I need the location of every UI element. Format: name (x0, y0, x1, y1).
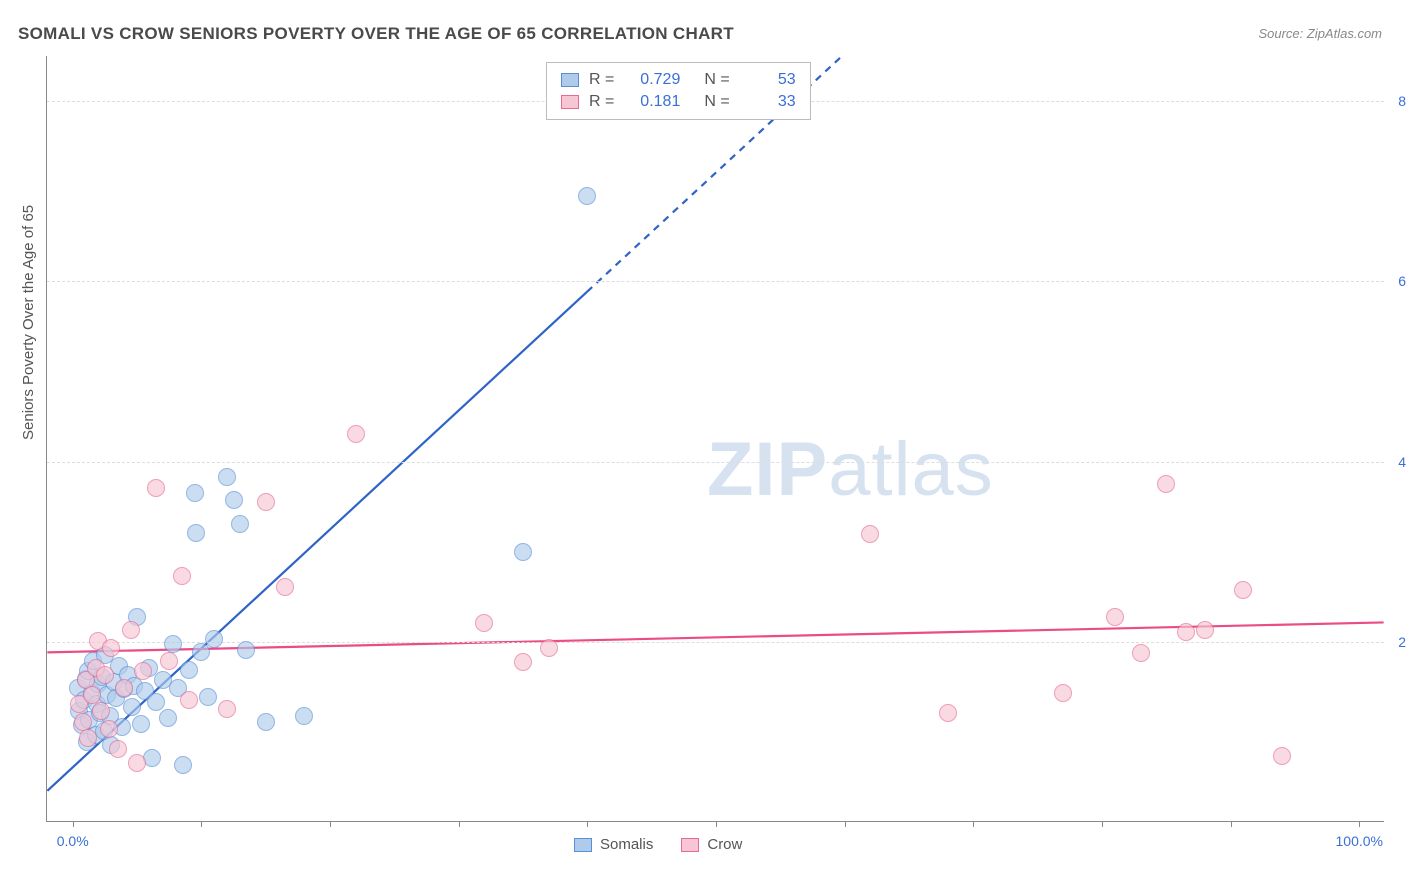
data-point (939, 704, 957, 722)
x-tick-mark (459, 821, 460, 827)
y-tick-label: 80.0% (1398, 93, 1406, 109)
legend-item: Somalis (574, 836, 653, 853)
data-point (159, 709, 177, 727)
data-point (115, 679, 133, 697)
x-tick-mark (587, 821, 588, 827)
data-point (174, 756, 192, 774)
data-point (122, 621, 140, 639)
data-point (514, 543, 532, 561)
data-point (295, 707, 313, 725)
data-point (134, 662, 152, 680)
x-tick-mark (73, 821, 74, 827)
data-point (861, 525, 879, 543)
chart-title: SOMALI VS CROW SENIORS POVERTY OVER THE … (18, 24, 734, 44)
data-point (173, 567, 191, 585)
data-point (83, 686, 101, 704)
n-label: N = (704, 93, 729, 111)
data-point (1132, 644, 1150, 662)
stats-legend-box: R = 0.729 N = 53 R = 0.181 N = 33 (546, 62, 811, 120)
r-label: R = (589, 71, 614, 89)
data-point (1273, 747, 1291, 765)
data-point (160, 652, 178, 670)
gridline-h (47, 281, 1384, 282)
gridline-h (47, 462, 1384, 463)
x-tick-mark (1102, 821, 1103, 827)
data-point (514, 653, 532, 671)
legend-label: Crow (707, 836, 742, 853)
data-point (79, 729, 97, 747)
data-point (199, 688, 217, 706)
data-point (231, 515, 249, 533)
x-tick-mark (973, 821, 974, 827)
data-point (257, 493, 275, 511)
source-label: Source: ZipAtlas.com (1258, 26, 1382, 41)
legend-swatch (561, 73, 579, 87)
chart-container: SOMALI VS CROW SENIORS POVERTY OVER THE … (0, 0, 1406, 892)
r-value: 0.729 (624, 71, 680, 89)
y-tick-label: 60.0% (1398, 273, 1406, 289)
legend-item: Crow (681, 836, 742, 853)
legend-swatch (561, 95, 579, 109)
y-axis-label: Seniors Poverty Over the Age of 65 (20, 205, 37, 440)
legend-swatch (681, 838, 699, 852)
data-point (186, 484, 204, 502)
data-point (347, 425, 365, 443)
x-tick-mark (201, 821, 202, 827)
data-point (92, 702, 110, 720)
x-tick-mark (1231, 821, 1232, 827)
plot-area: ZIPatlas 20.0%40.0%60.0%80.0%0.0%100.0% (46, 56, 1384, 822)
data-point (187, 524, 205, 542)
x-tick-label: 0.0% (57, 833, 89, 849)
data-point (205, 630, 223, 648)
data-point (1054, 684, 1072, 702)
x-tick-mark (1359, 821, 1360, 827)
stats-row: R = 0.729 N = 53 (561, 69, 796, 91)
data-point (257, 713, 275, 731)
data-point (128, 754, 146, 772)
x-tick-mark (330, 821, 331, 827)
data-point (237, 641, 255, 659)
data-point (276, 578, 294, 596)
series-legend: Somalis Crow (574, 836, 742, 853)
watermark: ZIPatlas (707, 426, 994, 513)
legend-label: Somalis (600, 836, 653, 853)
data-point (540, 639, 558, 657)
n-value: 53 (740, 71, 796, 89)
data-point (1177, 623, 1195, 641)
n-label: N = (704, 71, 729, 89)
data-point (102, 639, 120, 657)
data-point (147, 479, 165, 497)
data-point (180, 691, 198, 709)
r-value: 0.181 (624, 93, 680, 111)
data-point (218, 468, 236, 486)
data-point (1106, 608, 1124, 626)
y-tick-label: 20.0% (1398, 634, 1406, 650)
data-point (143, 749, 161, 767)
data-point (1234, 581, 1252, 599)
x-tick-mark (845, 821, 846, 827)
data-point (225, 491, 243, 509)
data-point (147, 693, 165, 711)
data-point (180, 661, 198, 679)
data-point (1157, 475, 1175, 493)
stats-row: R = 0.181 N = 33 (561, 91, 796, 113)
data-point (100, 720, 118, 738)
legend-swatch (574, 838, 592, 852)
data-point (1196, 621, 1214, 639)
data-point (475, 614, 493, 632)
n-value: 33 (740, 93, 796, 111)
x-tick-mark (716, 821, 717, 827)
data-point (96, 666, 114, 684)
x-tick-label: 100.0% (1336, 833, 1383, 849)
y-tick-label: 40.0% (1398, 454, 1406, 470)
data-point (109, 740, 127, 758)
data-point (218, 700, 236, 718)
data-point (578, 187, 596, 205)
data-point (164, 635, 182, 653)
data-point (132, 715, 150, 733)
r-label: R = (589, 93, 614, 111)
data-point (123, 698, 141, 716)
